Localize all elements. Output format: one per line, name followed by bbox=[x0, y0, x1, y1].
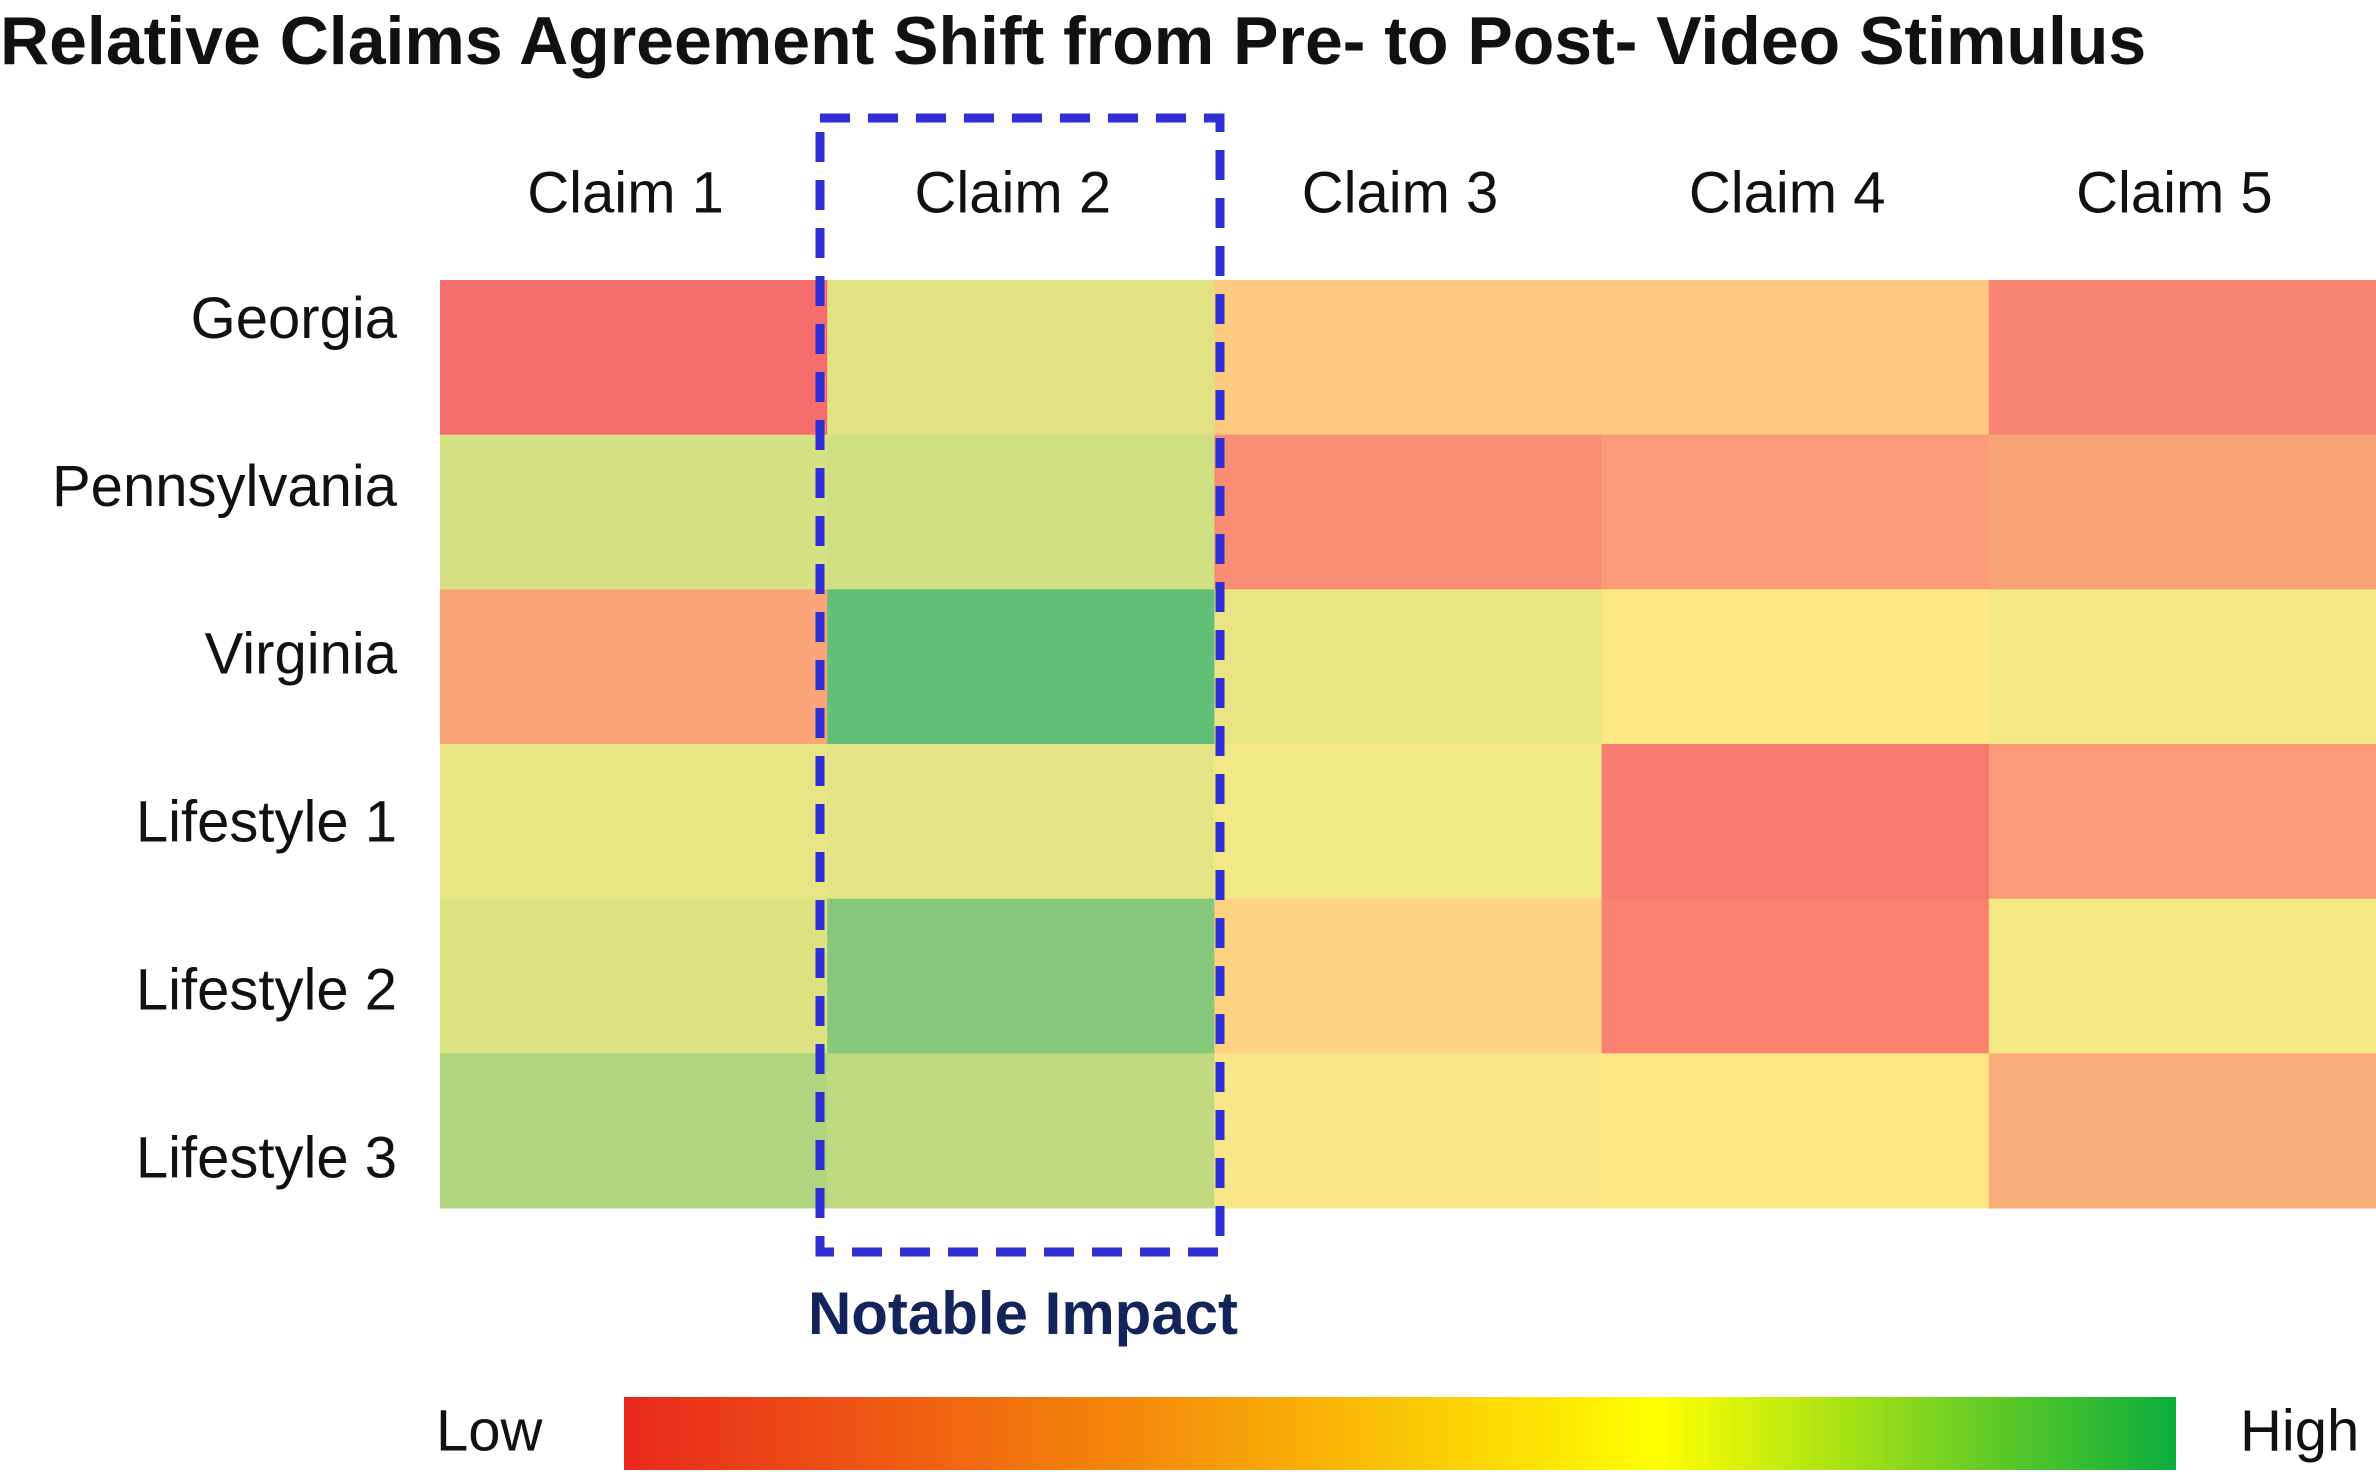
heatmap-cell bbox=[1988, 434, 2376, 590]
heatmap-cell bbox=[1988, 280, 2376, 436]
heatmap-cell bbox=[827, 744, 1215, 900]
heatmap-cell bbox=[1601, 898, 1990, 1054]
heatmap-cell bbox=[1988, 744, 2376, 900]
heatmap-cell bbox=[1601, 434, 1990, 590]
heatmap-cell bbox=[1988, 898, 2376, 1054]
heatmap-cell bbox=[1601, 744, 1990, 900]
highlight-box bbox=[815, 113, 1225, 1257]
heatmap-cell bbox=[827, 434, 1215, 590]
column-label: Claim 4 bbox=[1689, 160, 1886, 225]
heatmap-cell bbox=[1214, 1053, 1603, 1209]
heatmap-cell bbox=[1601, 1053, 1990, 1209]
heatmap-cell bbox=[1214, 434, 1603, 590]
heatmap-cell bbox=[1988, 1053, 2376, 1209]
heatmap-cell bbox=[1214, 898, 1603, 1054]
colorbar bbox=[624, 1397, 2176, 1470]
column-label: Claim 2 bbox=[914, 160, 1111, 225]
heatmap-cell bbox=[1214, 744, 1603, 900]
row-label: Lifestyle 3 bbox=[136, 1125, 397, 1190]
colorbar-high-label: High bbox=[2240, 1398, 2359, 1463]
heatmap-cell bbox=[1214, 280, 1603, 436]
heatmap-cell bbox=[440, 280, 828, 436]
column-label: Claim 1 bbox=[527, 160, 724, 225]
chart-title: Relative Claims Agreement Shift from Pre… bbox=[0, 3, 2146, 79]
heatmap-cell bbox=[440, 1053, 828, 1209]
heatmap-cell bbox=[1214, 589, 1603, 745]
annotation: Notable Impact bbox=[808, 1280, 1238, 1347]
heatmap-cell bbox=[1988, 589, 2376, 745]
heatmap-cell bbox=[440, 898, 828, 1054]
heatmap-cell bbox=[827, 898, 1215, 1054]
heatmap-cell bbox=[1601, 280, 1990, 436]
heatmap-cell bbox=[827, 1053, 1215, 1209]
row-label: Lifestyle 2 bbox=[136, 957, 397, 1022]
heatmap-cell bbox=[1601, 589, 1990, 745]
heatmap-cell bbox=[827, 280, 1215, 436]
row-label: Georgia bbox=[191, 286, 398, 351]
row-label: Lifestyle 1 bbox=[136, 790, 397, 855]
heatmap-cell bbox=[440, 744, 828, 900]
row-label: Virginia bbox=[205, 622, 398, 687]
row-label: Pennsylvania bbox=[52, 454, 398, 519]
column-label: Claim 3 bbox=[1302, 160, 1499, 225]
column-label: Claim 5 bbox=[2076, 160, 2273, 225]
heatmap-cell bbox=[827, 589, 1215, 745]
heatmap-cell bbox=[440, 434, 828, 590]
heatmap-cell bbox=[440, 589, 828, 745]
colorbar-low-label: Low bbox=[436, 1398, 544, 1463]
